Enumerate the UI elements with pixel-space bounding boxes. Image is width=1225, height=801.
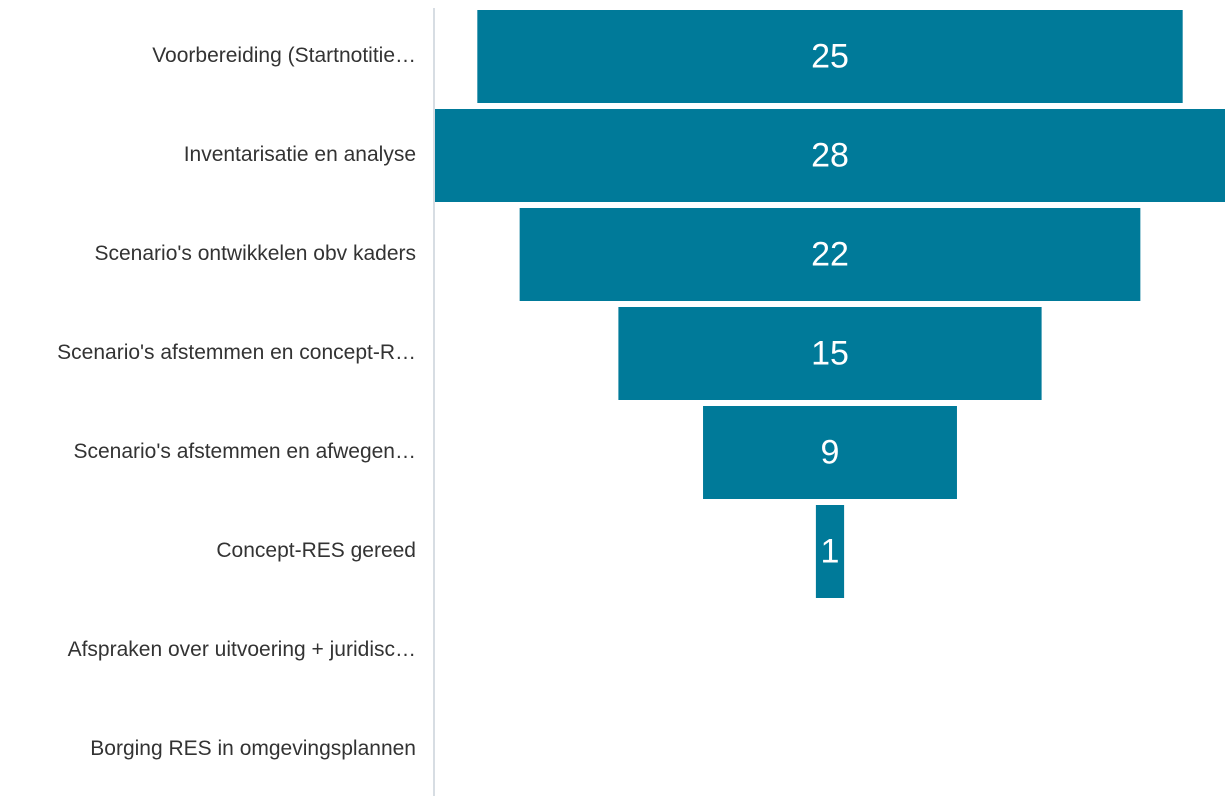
funnel-bar (519, 208, 1141, 301)
category-label: Afspraken over uitvoering + juridisc… (68, 638, 416, 661)
value-label: 25 (811, 37, 849, 75)
funnel-bar (815, 505, 845, 598)
category-label: Inventarisatie en analyse (184, 143, 416, 166)
funnel-bar (477, 10, 1183, 103)
category-label: Borging RES in omgevingsplannen (90, 737, 416, 760)
value-label: 22 (811, 235, 849, 273)
category-label: Scenario's ontwikkelen obv kaders (94, 242, 416, 265)
value-label: 1 (821, 532, 840, 570)
funnel-bar (703, 406, 957, 499)
funnel-bar (435, 109, 1225, 202)
category-label: Scenario's afstemmen en afwegen… (73, 440, 416, 463)
category-label: Concept-RES gereed (216, 539, 416, 562)
category-label: Scenario's afstemmen en concept-R… (57, 341, 416, 364)
category-label: Voorbereiding (Startnotitie… (152, 44, 416, 67)
value-label: 15 (811, 334, 849, 372)
value-label: 28 (811, 136, 849, 174)
value-label: 9 (821, 433, 840, 471)
funnel-bar (618, 307, 1042, 400)
